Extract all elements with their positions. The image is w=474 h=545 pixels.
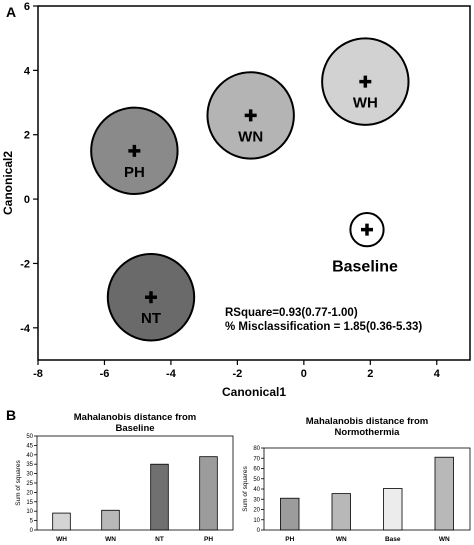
bar-y-tick-label: 20 [26,490,33,496]
y-tick-label: 0 [24,194,30,206]
y-tick-label: -4 [20,323,31,335]
bar-wn [331,493,351,531]
x-tick-label: -6 [100,368,110,380]
group-label-ph: PH [124,164,145,181]
bar-y-tick-label: 30 [26,472,33,478]
bar-ph [280,497,300,531]
y-tick-label: -2 [20,258,30,270]
bar-category-label: WH [56,536,67,543]
bar-y-axis-label: Sum of squares [242,465,249,511]
x-tick-label: 4 [434,368,441,380]
bar-chart-title-line2: Normothermia [335,427,401,438]
bar-y-tick-label: 50 [253,477,260,483]
bar-chart-title-line2: Baseline [115,423,154,434]
panel-label-b: B [6,407,16,423]
rsquare-annotation: RSquare=0.93(0.77-1.00) [225,307,358,319]
x-tick-label: 0 [301,368,307,380]
panel-label-a: A [6,4,16,20]
centroid-marker-wn [244,109,257,122]
bar-chart-title-line1: Mahalanobis distance from [306,416,428,427]
bar-y-tick-label: 40 [253,487,260,493]
y-axis-label: Canonical2 [1,151,15,215]
x-tick-label: -2 [232,368,242,380]
bar-y-tick-label: 5 [30,519,34,525]
bar-y-tick-label: 10 [253,518,260,524]
group-label-baseline: Baseline [332,259,398,276]
bar-y-tick-label: 20 [253,508,260,514]
bar-y-tick-label: 70 [253,456,260,462]
bar-category-label: PH [204,536,213,543]
bar-y-tick-label: 50 [26,434,33,440]
group-label-nt: NT [141,310,161,327]
bar-y-tick-label: 40 [26,453,33,459]
bar-nt [150,463,169,531]
bar-y-tick-label: 0 [30,528,34,534]
bar-y-tick-label: 15 [26,500,33,506]
x-tick-label: -4 [166,368,177,380]
bar-base [383,488,403,531]
centroid-marker-wh [359,75,372,88]
bar-y-tick-label: 25 [26,481,33,487]
bar-y-tick-label: 60 [253,467,260,473]
y-tick-label: 2 [24,130,30,142]
bar-category-label: WN [105,536,116,543]
group-label-wn: WN [238,128,263,145]
canonical-plot: -8 -6 -4 -2 0 2 4 -4 -2 0 2 4 6 Canonical1 Canonical2 P… [1,1,471,399]
bar-category-label: WN [439,536,450,543]
y-tick-label: 6 [24,1,30,13]
bar-y-tick-label: 0 [257,528,261,534]
y-tick-label: 4 [24,65,31,77]
centroid-marker-ph [128,144,141,157]
x-axis-label: Canonical1 [222,385,286,399]
bar-y-axis-label: Sum of squares [15,459,22,505]
group-label-wh: WH [353,95,378,112]
centroid-marker-nt [144,291,157,304]
bar-wn [101,509,120,531]
bar-y-tick-label: 30 [253,497,260,503]
bar-category-label: WN [336,536,347,543]
bar-category-label: PH [285,536,294,543]
bar-y-tick-label: 80 [253,446,260,452]
bar-category-label: NT [155,536,164,543]
bar-y-tick-label: 35 [26,462,33,468]
bar-y-tick-label: 10 [26,509,33,515]
x-tick-label: -8 [33,368,43,380]
misclassification-annotation: % Misclassification = 1.85(0.36-5.33) [225,321,422,333]
bar-y-tick-label: 45 [26,443,33,449]
bar-wn [434,456,454,531]
x-tick-label: 2 [367,368,373,380]
bar-ph [199,456,218,531]
bar-wh [52,512,71,531]
centroid-marker-baseline [360,223,373,236]
bar-chart-title-line1: Mahalanobis distance from [74,412,196,423]
bar-category-label: Base [385,536,401,543]
